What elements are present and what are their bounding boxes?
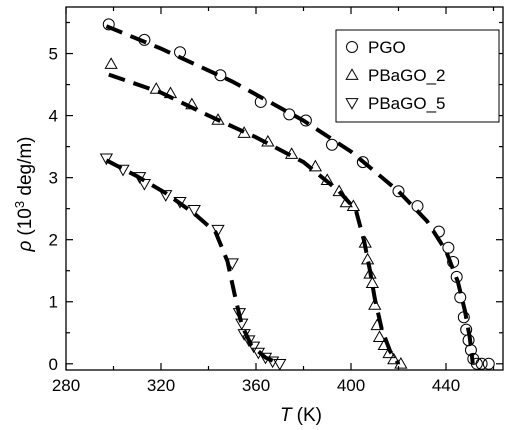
legend-box bbox=[335, 29, 500, 123]
data-point-pbago-2 bbox=[387, 352, 401, 365]
y-tick-label: 3 bbox=[49, 169, 58, 188]
y-tick-label: 4 bbox=[49, 107, 58, 126]
data-point-pbago-5 bbox=[273, 358, 287, 371]
data-point-pbago-2 bbox=[163, 86, 178, 99]
legend-label-pgo: PGO bbox=[368, 38, 406, 57]
data-point-pgo bbox=[457, 311, 470, 324]
data-point-pgo bbox=[254, 95, 267, 108]
data-point-pbago-2 bbox=[332, 184, 346, 197]
y-tick-label: 5 bbox=[49, 45, 58, 64]
data-point-pgo bbox=[411, 200, 424, 213]
data-point-pbago-2 bbox=[377, 338, 391, 351]
data-point-pbago-5 bbox=[258, 352, 273, 365]
data-point-pbago-5 bbox=[237, 329, 251, 341]
data-point-pbago-2 bbox=[358, 235, 372, 248]
data-markers bbox=[99, 18, 495, 371]
data-point-pbago-2 bbox=[237, 126, 251, 138]
y-axis-title: ρ (103 deg/m) bbox=[12, 136, 36, 252]
x-tick-labels: 280 320 360 400 440 bbox=[52, 376, 460, 395]
data-point-pgo bbox=[470, 357, 483, 370]
data-point-pbago-5 bbox=[235, 318, 249, 331]
x-tick-label: 440 bbox=[432, 376, 460, 395]
data-point-pbago-5 bbox=[246, 341, 261, 354]
data-point-pgo bbox=[464, 344, 477, 357]
x-axis-unit: (K) bbox=[297, 405, 322, 426]
fit-curve-pbago-2 bbox=[108, 72, 401, 365]
x-axis-symbol: T bbox=[280, 405, 293, 426]
y-axis-unit-suffix: deg/m) bbox=[15, 136, 36, 200]
data-point-pbago-5 bbox=[187, 205, 201, 217]
data-point-pbago-2 bbox=[363, 267, 377, 279]
data-point-pbago-2 bbox=[360, 252, 375, 265]
data-point-pgo bbox=[392, 185, 405, 198]
data-point-pbago-2 bbox=[308, 159, 323, 172]
data-point-pbago-2 bbox=[284, 147, 299, 159]
data-point-pbago-5 bbox=[99, 153, 114, 166]
legend-marker-pbago-2 bbox=[345, 68, 359, 80]
y-axis-symbol: ρ bbox=[15, 241, 36, 253]
data-point-pgo bbox=[326, 138, 338, 151]
data-point-pbago-5 bbox=[137, 178, 152, 191]
data-point-pgo bbox=[482, 357, 495, 370]
legend-label-pbago-5: PBaGO_5 bbox=[368, 94, 446, 113]
data-point-pbago-2 bbox=[370, 318, 384, 331]
data-point-pbago-2 bbox=[394, 356, 408, 369]
data-point-pbago-2 bbox=[368, 298, 382, 310]
data-point-pgo bbox=[432, 225, 445, 238]
data-point-pbago-2 bbox=[320, 173, 334, 185]
data-point-pbago-2 bbox=[261, 134, 275, 147]
data-point-pbago-5 bbox=[159, 190, 173, 202]
data-point-pgo bbox=[283, 108, 296, 121]
y-axis-unit-prefix: (10 bbox=[15, 208, 36, 235]
data-point-pbago-5 bbox=[232, 308, 247, 320]
data-point-pbago-2 bbox=[346, 199, 361, 212]
data-point-pbago-2 bbox=[382, 346, 396, 359]
data-point-pgo bbox=[299, 114, 312, 127]
data-point-pbago-2 bbox=[372, 330, 387, 342]
data-point-pbago-2 bbox=[104, 57, 118, 69]
data-point-pgo bbox=[138, 33, 151, 46]
data-point-pgo bbox=[102, 18, 115, 31]
data-point-pbago-2 bbox=[339, 195, 353, 208]
y-tick-labels: 0 1 2 3 4 5 bbox=[49, 45, 58, 374]
data-point-pbago-5 bbox=[211, 224, 225, 237]
data-point-pgo bbox=[475, 357, 488, 370]
data-point-pgo bbox=[356, 156, 369, 169]
data-point-pbago-2 bbox=[185, 97, 199, 110]
fit-curve-pbago-5 bbox=[105, 158, 281, 366]
data-point-pgo bbox=[174, 46, 186, 59]
data-point-pgo bbox=[454, 291, 467, 304]
fit-curve-pgo bbox=[105, 24, 475, 365]
y-tick-label: 0 bbox=[49, 355, 58, 374]
y-axis-exponent: 3 bbox=[12, 201, 27, 208]
legend-marker-pgo bbox=[346, 41, 358, 53]
data-point-pbago-5 bbox=[242, 335, 256, 348]
data-point-pbago-5 bbox=[173, 196, 187, 209]
legend: PGO PBaGO_2 PBaGO_5 bbox=[335, 29, 500, 123]
x-tick-label: 400 bbox=[337, 376, 365, 395]
legend-label-pbago-2: PBaGO_2 bbox=[368, 66, 446, 85]
y-tick-label: 1 bbox=[49, 293, 58, 312]
data-point-pbago-2 bbox=[365, 276, 380, 288]
plot-frame bbox=[65, 6, 504, 371]
data-point-pbago-5 bbox=[225, 258, 239, 271]
data-point-pbago-5 bbox=[132, 172, 147, 184]
legend-marker-pbago-5 bbox=[345, 98, 359, 110]
x-tick-label: 360 bbox=[242, 376, 270, 395]
x-tick-label: 320 bbox=[147, 376, 175, 395]
data-point-pbago-5 bbox=[116, 164, 130, 177]
data-point-pgo bbox=[442, 241, 455, 254]
y-tick-label: 2 bbox=[49, 231, 58, 250]
data-point-pgo bbox=[447, 256, 460, 269]
data-point-pgo bbox=[450, 270, 463, 283]
x-tick-label: 280 bbox=[52, 376, 80, 395]
data-point-pbago-2 bbox=[149, 82, 163, 94]
x-axis-title: T (K) bbox=[280, 405, 322, 426]
data-point-pgo bbox=[214, 69, 227, 82]
data-point-pbago-2 bbox=[211, 113, 225, 125]
